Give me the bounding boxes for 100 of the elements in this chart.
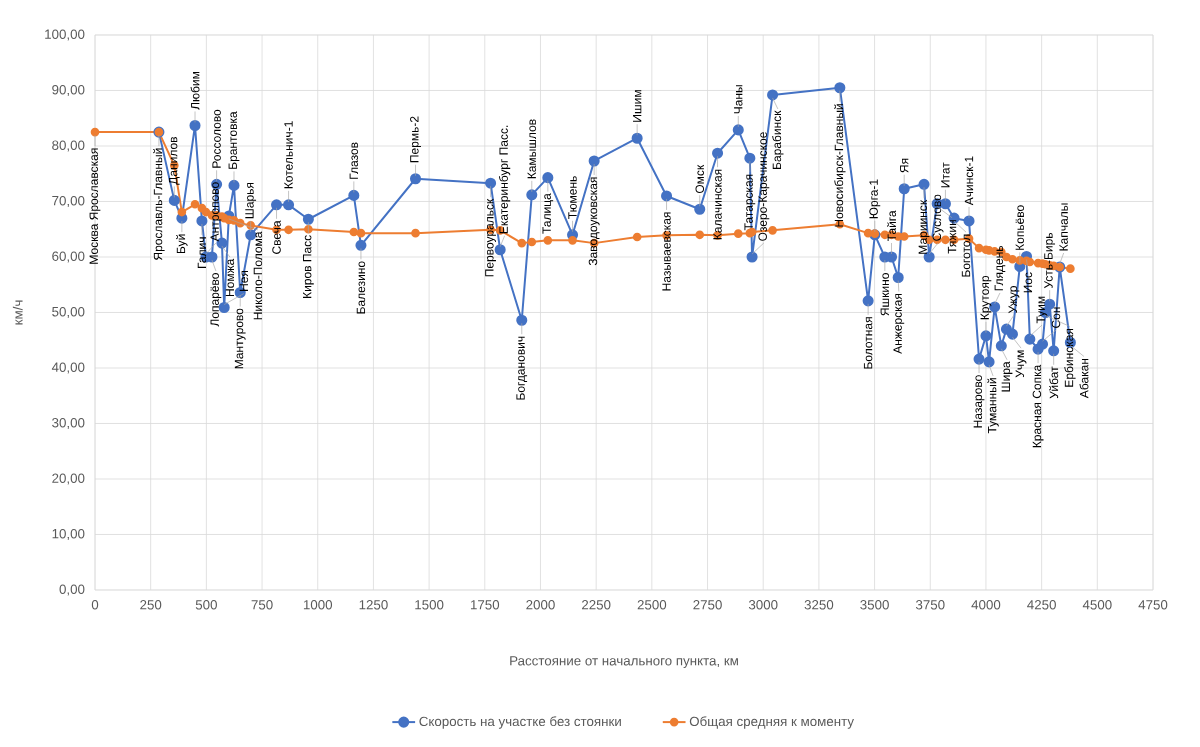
x-tick-label: 750 [251,600,273,610]
annotation: Усть-Бирь [1044,232,1056,289]
annotation: Сон [1051,307,1061,328]
annotation: Барабинск [772,110,784,169]
x-tick-label: 4000 [971,600,1001,610]
x-tick-label: 4750 [1138,600,1168,610]
annotation: Ярославль-Главный [153,148,165,261]
annotation: Новосибирск-Главный [834,104,846,227]
legend-label: Общая средняя к моменту [689,716,854,729]
y-tick-label: 50,00 [52,306,85,319]
annotation: Свеча [272,220,281,254]
annotation: Яя [900,158,909,173]
annotation: Киров Пасс [303,235,314,298]
x-tick-label: 3500 [860,600,889,610]
annotation: Мантурово [234,308,246,369]
annotation: Калачинская [713,169,722,240]
annotation: Ишим [633,90,642,122]
annotation: Иос [1023,272,1033,293]
x-tick-label: 500 [195,600,217,610]
annotation: Юрга-1 [869,179,881,219]
annotation: Чаны [734,85,743,114]
legend-label: Скорость на участке без стоянки [419,716,621,729]
annotation: Боготол [961,234,971,277]
x-tick-label: 1000 [303,600,333,610]
y-tick-label: 30,00 [52,418,85,430]
annotation: Ербинская [1064,328,1076,387]
annotation: Тюмень [568,176,577,219]
y-tick-label: 90,00 [52,84,85,97]
y-tick-label: 20,00 [52,473,85,485]
annotation: Брантовка [228,111,240,169]
y-axis-title: км/ч [12,300,23,325]
annotation: Озеро-Карачинское [758,132,770,241]
annotation: Галич [197,237,207,268]
annotation: Москва Ярославская [89,148,101,264]
annotation: Номжа [225,258,235,297]
annotation: Россолово [212,109,221,168]
annotation: Нея [239,270,249,291]
x-tick-label: 3000 [748,600,778,610]
annotation: Капчалы [1059,203,1068,251]
annotation: Шира [1001,361,1013,392]
annotation: Мариинск [918,199,930,254]
annotation: Туим [1036,296,1048,324]
annotation: Шарья [245,182,257,219]
annotation: Суслово [932,194,944,241]
y-tick-label: 40,00 [51,362,85,374]
x-tick-label: 1500 [415,600,444,610]
annotation: Первоуральск [485,198,496,277]
annotation: Пермь-2 [410,116,421,163]
x-tick-label: 2000 [526,600,555,610]
annotation: Заводоуковская [588,177,600,266]
x-tick-label: 3750 [915,600,945,610]
annotation: Талица [542,193,554,234]
annotation: Туманный [987,378,999,434]
annotation: Называевская [662,212,671,291]
annotation: Ачинск-1 [964,156,974,206]
annotation: Данилов [168,137,180,185]
annotation: Учум [1015,350,1027,378]
annotation: Котельнич-1 [284,121,293,189]
annotation: Богданович [516,336,528,400]
x-tick-label: 1250 [359,600,388,610]
annotation: Болотная [863,317,873,369]
y-tick-label: 60,00 [52,251,85,263]
annotation: Тайга [887,210,897,242]
annotation: Крутояр [980,275,992,320]
annotation: Омск [695,164,704,194]
annotation: Антропово [210,182,222,242]
annotation: Анжерская [893,293,905,354]
annotation: Глядень [994,245,1006,291]
x-tick-label: 2250 [582,600,611,610]
x-tick-label: 4250 [1027,600,1056,610]
x-tick-label: 1750 [470,600,500,610]
x-tick-label: 4500 [1082,600,1112,610]
annotation: Копьёво [1015,205,1024,250]
annotation: Татарская [744,174,756,231]
x-axis-title: Расстояние от начального пункта, км [510,656,738,669]
x-tick-label: 2750 [693,600,722,610]
annotation: Уйбат [1049,366,1059,399]
annotation: Назарово [973,375,985,428]
annotation: Балезино [356,261,366,314]
annotation: Ужур [1008,286,1020,314]
annotation: Екатеринбург Пасс. [498,125,511,234]
y-tick-label: 70,00 [52,195,85,208]
annotation: Яшкино [880,273,890,316]
x-tick-label: 250 [140,600,162,610]
x-tick-label: 2500 [637,600,667,610]
y-tick-label: 10,00 [52,529,85,541]
annotation: Красная Сопка [1032,364,1044,448]
y-tick-label: 80,00 [52,140,85,152]
annotation: Буй [176,234,188,254]
annotation: Абакан [1079,358,1089,399]
annotation: Итат [941,162,950,188]
annotation: Глазов [349,142,359,179]
annotation: Любим [190,71,200,110]
annotation: Лопарёво [210,273,222,327]
x-tick-label: 3250 [804,600,834,610]
x-tick-label: 0 [91,600,99,610]
y-tick-label: 0,00 [59,584,85,596]
annotation: Камышлов [527,119,536,179]
y-tick-label: 100,00 [45,29,85,41]
annotation: Тяжин [947,220,957,254]
